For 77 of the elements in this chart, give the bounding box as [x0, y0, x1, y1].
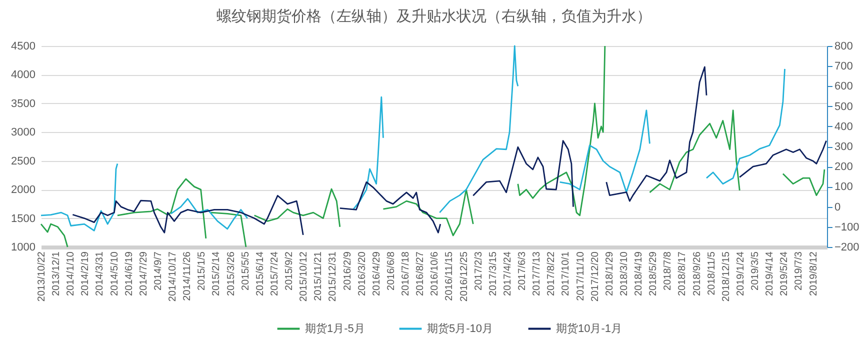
- x-tick-label: 2018/7/8: [662, 251, 674, 290]
- x-tick-label: 2017/4/24: [502, 251, 514, 296]
- x-tick-label: 2018/5/29: [648, 251, 660, 296]
- y-tick-label: 1500: [11, 212, 36, 225]
- x-tick-label: 2014/11/26: [182, 251, 194, 301]
- x-tick-label: 2017/6/3: [517, 251, 528, 290]
- x-tick-label: 2014/10/17: [168, 251, 179, 302]
- x-tick-label: 2015/12/31: [328, 251, 339, 302]
- x-tick-label: 2016/4/29: [371, 251, 382, 296]
- x-tick-label: 2015/10/12: [298, 251, 310, 302]
- x-tick-label: 2015/11/21: [313, 251, 324, 301]
- legend-label: 期货5月-10月: [427, 322, 494, 335]
- y-tick-label: 3000: [11, 126, 36, 139]
- x-tick-label: 2016/6/8: [386, 251, 397, 290]
- y-tick-label: 3500: [11, 98, 36, 110]
- x-tick-label: 2019/3/5: [750, 251, 762, 290]
- x-tick-label: 2014/6/19: [124, 251, 135, 296]
- y2-tick-label: 100: [834, 181, 853, 194]
- y-tick-label: 2500: [11, 155, 36, 168]
- x-tick-label: 2019/5/24: [779, 251, 790, 296]
- x-tick-label: 2018/9/26: [692, 251, 703, 296]
- y2-tick-label: 700: [834, 60, 853, 73]
- x-tick-label: 2016/12/25: [458, 251, 470, 302]
- y-tick-label: 2000: [11, 184, 36, 196]
- y-tick-label: 1000: [11, 242, 36, 254]
- x-tick-label: 2014/1/10: [66, 251, 77, 296]
- legend-label: 期货1月-5月: [305, 322, 365, 335]
- x-tick-label: 2016/7/18: [400, 251, 412, 296]
- x-tick-label: 2016/10/6: [430, 251, 441, 296]
- x-tick-label: 2019/4/14: [764, 251, 776, 296]
- x-tick-label: 2015/1/5: [196, 251, 208, 290]
- x-tick-label: 2015/3/26: [226, 251, 237, 296]
- x-tick-label: 2014/9/7: [153, 251, 164, 290]
- x-tick-label: 2016/8/27: [415, 251, 426, 296]
- x-tick-label: 2015/6/14: [254, 251, 266, 296]
- y-tick-label: 4000: [11, 69, 36, 82]
- y2-tick-label: 300: [834, 141, 853, 153]
- x-tick-label: 2019/7/3: [794, 251, 805, 290]
- x-tick-label: 2015/5/5: [240, 251, 252, 290]
- x-tick-label: 2016/11/15: [444, 251, 456, 301]
- x-tick-label: 2013/10/22: [36, 251, 48, 302]
- x-tick-label: 2017/8/22: [546, 251, 558, 296]
- y2-tick-label: 200: [834, 161, 853, 174]
- x-tick-label: 2018/1/29: [604, 251, 616, 296]
- x-tick-label: 2017/12/20: [590, 251, 601, 302]
- x-tick-label: 2017/7/13: [532, 251, 543, 296]
- y2-tick-label: 800: [834, 40, 853, 52]
- y2-tick-label: 0: [834, 201, 841, 214]
- x-tick-label: 2018/12/15: [720, 251, 732, 302]
- x-tick-label: 2015/9/2: [284, 251, 296, 290]
- x-tick-label: 2017/10/1: [560, 251, 572, 296]
- x-tick-label: 2016/2/9: [342, 251, 354, 290]
- x-tick-label: 2013/12/1: [51, 251, 62, 296]
- x-tick-label: 2018/11/5: [706, 251, 718, 296]
- x-tick-label: 2015/2/14: [211, 251, 222, 296]
- chart-title: 螺纹钢期货价格（左纵轴）及升贴水状况（右纵轴，负值为升水）: [216, 8, 652, 25]
- legend-label: 期货10月-1月: [556, 322, 622, 335]
- y2-tick-label: 600: [834, 80, 853, 93]
- x-tick-label: 2016/3/20: [356, 251, 368, 296]
- x-tick-label: 2018/3/10: [618, 251, 630, 296]
- x-tick-label: 2019/1/24: [735, 251, 746, 296]
- x-tick-label: 2014/5/10: [109, 251, 120, 296]
- x-tick-label: 2018/4/19: [634, 251, 645, 296]
- x-tick-label: 2014/7/29: [138, 251, 150, 296]
- y-tick-label: 4500: [11, 40, 36, 52]
- y2-tick-label: −200: [834, 242, 860, 254]
- x-tick-label: 2015/7/24: [269, 251, 280, 296]
- x-tick-label: 2014/3/31: [94, 251, 106, 296]
- x-tick-label: 2019/8/12: [808, 251, 820, 296]
- x-tick-label: 2018/8/17: [677, 251, 688, 296]
- y2-tick-label: 400: [834, 120, 853, 133]
- x-tick-label: 2017/3/15: [488, 251, 499, 296]
- x-tick-label: 2014/2/19: [80, 251, 92, 296]
- x-tick-label: 2017/2/3: [473, 251, 484, 290]
- y2-tick-label: 500: [834, 100, 853, 113]
- y2-tick-label: −100: [834, 221, 860, 234]
- x-tick-label: 2017/11/10: [575, 251, 586, 301]
